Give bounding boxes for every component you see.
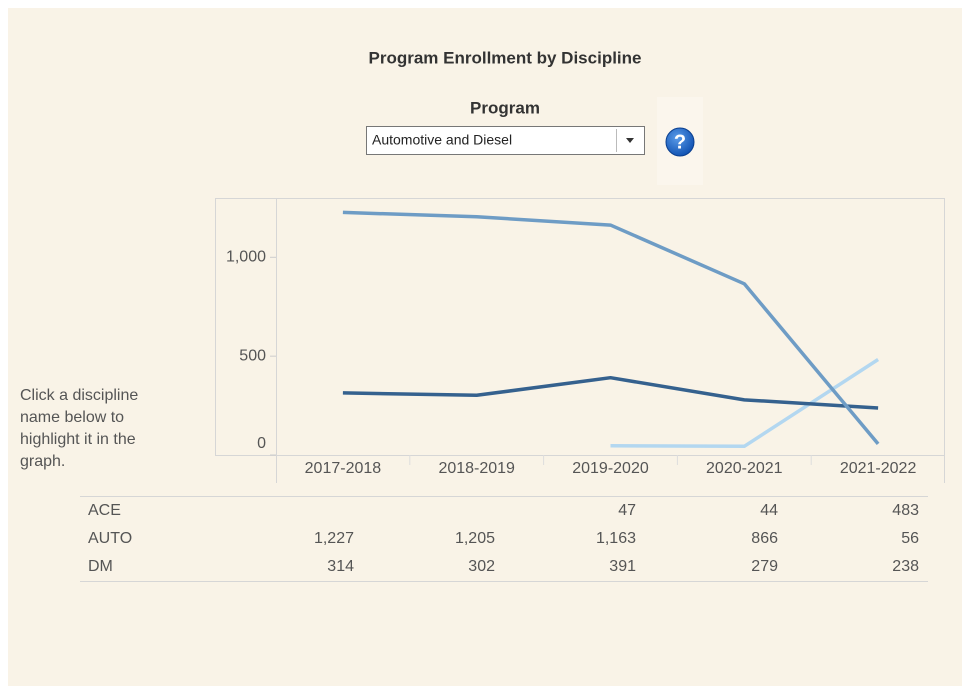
table-cell: 483 xyxy=(892,502,919,519)
pane-borders xyxy=(80,198,945,582)
table-cell: 47 xyxy=(618,502,636,519)
x-tick-label: 2020-2021 xyxy=(706,460,783,477)
y-tick-label: 1,000 xyxy=(226,249,266,266)
filter-label: Program xyxy=(470,98,540,117)
x-tick-label: 2019-2020 xyxy=(572,460,649,477)
x-tick-label: 2021-2022 xyxy=(840,460,917,477)
table-cell: 302 xyxy=(468,558,495,575)
table-cell: 56 xyxy=(901,530,919,547)
help-icon[interactable] xyxy=(665,127,695,157)
row-name[interactable]: DM xyxy=(88,558,113,575)
table-cell: 1,227 xyxy=(314,530,354,547)
panel xyxy=(8,8,962,686)
series-line xyxy=(342,210,880,446)
instruction: Click a discipline name below to highlig… xyxy=(20,387,139,470)
series-line xyxy=(342,375,879,410)
y-tick-label: 500 xyxy=(239,347,266,364)
row-name[interactable]: ACE xyxy=(88,502,121,519)
x-tick-label: 2017-2018 xyxy=(305,460,382,477)
table-cell: 314 xyxy=(327,558,354,575)
chart-title: Program Enrollment by Discipline xyxy=(368,48,641,67)
help-icon-glyph[interactable]: ? xyxy=(674,131,686,153)
table-cell: 44 xyxy=(760,502,778,519)
dropdown-value[interactable]: Automotive and Diesel xyxy=(372,132,512,148)
program-dropdown[interactable]: Automotive and Diesel xyxy=(366,126,645,155)
y-tick-label: 0 xyxy=(257,435,266,452)
row-name[interactable]: AUTO xyxy=(88,530,132,547)
table-cell: 1,205 xyxy=(455,530,495,547)
table-cell: 238 xyxy=(892,558,919,575)
table-cell: 391 xyxy=(609,558,636,575)
dropdown-box[interactable] xyxy=(366,126,645,155)
dropdown-arrow[interactable] xyxy=(626,138,634,143)
table-cell: 1,163 xyxy=(596,530,636,547)
table-cell: 279 xyxy=(751,558,778,575)
x-tick-label: 2018-2019 xyxy=(438,460,515,477)
table-cell: 866 xyxy=(751,530,778,547)
